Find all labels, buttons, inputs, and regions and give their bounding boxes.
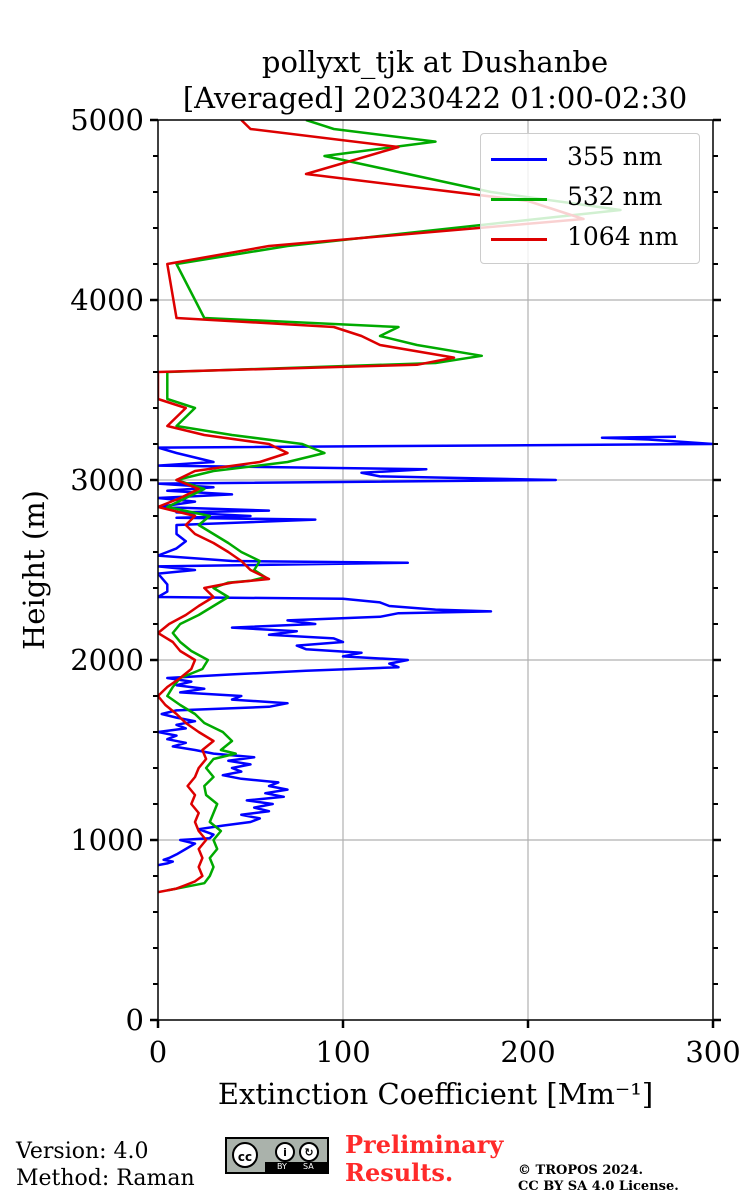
legend-swatch-532 xyxy=(491,198,547,201)
preliminary-line-2: Results. xyxy=(345,1158,454,1187)
legend-label-1064: 1064 nm xyxy=(567,222,679,251)
copyright-note: © TROPOS 2024. CC BY SA 4.0 License. xyxy=(518,1163,679,1195)
x-axis-label: Extinction Coefficient [Mm⁻¹] xyxy=(218,1077,653,1111)
copyright-line-2: CC BY SA 4.0 License. xyxy=(518,1179,679,1194)
y-tick-label-5000: 5000 xyxy=(70,103,144,137)
y-tick-label-4000: 4000 xyxy=(70,283,144,317)
attribution-icon: i xyxy=(275,1142,295,1162)
legend-item-532: 532 nm xyxy=(481,182,699,214)
plot-frame xyxy=(157,119,714,1021)
version-text: Version: 4.0 xyxy=(16,1139,149,1164)
series-layer xyxy=(158,120,713,894)
y-tick-label-2000: 2000 xyxy=(70,643,144,677)
x-tick-label-300: 300 xyxy=(685,1035,740,1069)
legend-swatch-355 xyxy=(491,158,547,161)
legend-label-355: 355 nm xyxy=(567,142,663,171)
y-tick-label-0: 0 xyxy=(126,1003,144,1037)
footer-info: Version: 4.0 Method: Raman xyxy=(16,1138,195,1192)
legend-swatch-1064 xyxy=(491,238,547,241)
by-text: BY xyxy=(277,1162,287,1171)
series-line-355-nm xyxy=(158,435,713,867)
legend: 355 nm 532 nm 1064 nm xyxy=(480,133,700,264)
share-alike-icon: ↻ xyxy=(299,1142,319,1162)
cc-icon: cc xyxy=(232,1142,258,1168)
y-axis-label: Height (m) xyxy=(17,490,51,650)
chart-title: pollyxt_tjk at Dushanbe xyxy=(261,45,609,79)
x-tick-label-0: 0 xyxy=(149,1035,167,1069)
license-strip: BY SA xyxy=(265,1162,327,1172)
tick-marks xyxy=(150,118,721,1028)
x-tick-label-100: 100 xyxy=(315,1035,370,1069)
copyright-line-1: © TROPOS 2024. xyxy=(518,1163,644,1178)
y-tick-label-1000: 1000 xyxy=(70,823,144,857)
legend-item-355: 355 nm xyxy=(481,142,699,174)
cc-license-badge: cc i ↻ BY SA xyxy=(225,1137,329,1174)
series-line-1064-nm xyxy=(158,120,585,894)
legend-item-1064: 1064 nm xyxy=(481,222,699,254)
method-text: Method: Raman xyxy=(16,1166,195,1191)
preliminary-results-note: Preliminary Results. xyxy=(345,1131,503,1187)
preliminary-line-1: Preliminary xyxy=(345,1130,504,1159)
x-tick-label-200: 200 xyxy=(500,1035,555,1069)
legend-label-532: 532 nm xyxy=(567,182,663,211)
sa-text: SA xyxy=(303,1162,314,1171)
chart-subtitle: [Averaged] 20230422 01:00-02:30 xyxy=(182,81,688,115)
y-tick-label-3000: 3000 xyxy=(70,463,144,497)
